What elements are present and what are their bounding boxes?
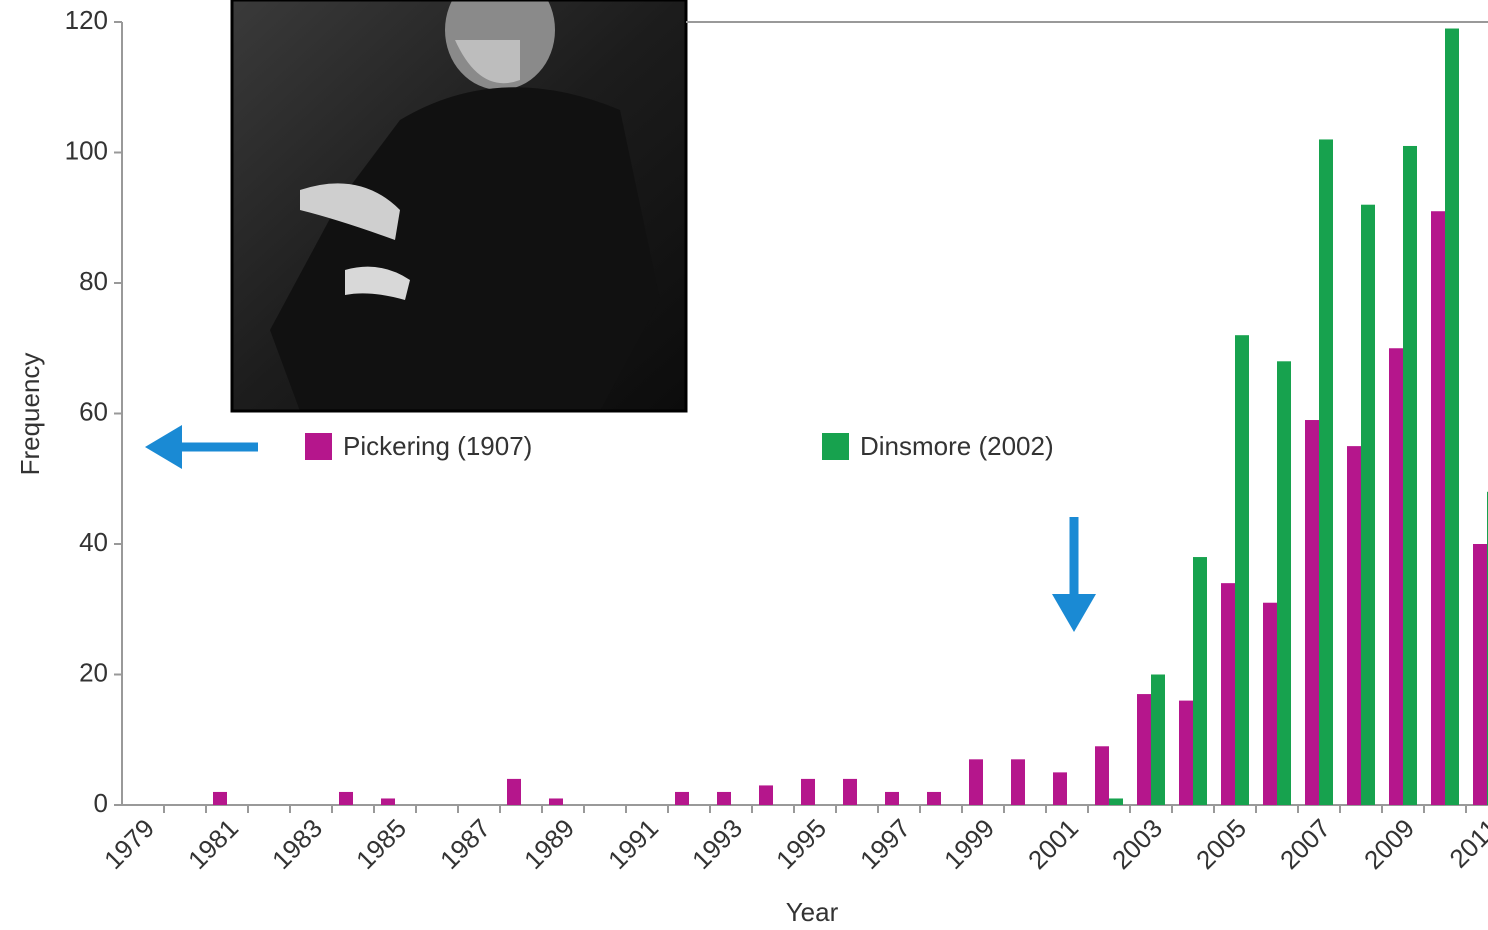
- bar: [675, 792, 689, 805]
- bar: [1263, 603, 1277, 805]
- bar: [1361, 205, 1375, 805]
- x-tick-label: 2003: [1106, 813, 1168, 875]
- bar: [1179, 701, 1193, 805]
- bar: [1235, 335, 1249, 805]
- x-tick-label: 2011: [1443, 813, 1488, 874]
- bar: [1305, 420, 1319, 805]
- legend-swatch: [305, 433, 332, 460]
- y-tick-label: 20: [79, 657, 108, 687]
- bar: [927, 792, 941, 805]
- legend-label: Dinsmore (2002): [860, 431, 1054, 461]
- bar: [213, 792, 227, 805]
- x-tick-label: 1989: [518, 813, 580, 875]
- page: {"chart_data": { "type": "bar", "x_label…: [0, 0, 1488, 930]
- legend-swatch: [822, 433, 849, 460]
- bar: [1221, 583, 1235, 805]
- legend-label: Pickering (1907): [343, 431, 532, 461]
- bar: [1389, 348, 1403, 805]
- bar: [1109, 798, 1123, 805]
- x-tick-label: 1979: [98, 813, 160, 875]
- y-tick-label: 120: [65, 5, 108, 35]
- x-axis-title: Year: [786, 897, 839, 927]
- bar: [1431, 211, 1445, 805]
- y-tick-label: 60: [79, 396, 108, 426]
- x-tick-label: 1995: [770, 813, 832, 875]
- y-tick-label: 40: [79, 527, 108, 557]
- x-tick-label: 1999: [938, 813, 1000, 875]
- bar: [885, 792, 899, 805]
- x-tick-label: 2007: [1274, 813, 1336, 875]
- bar: [1151, 675, 1165, 806]
- bar: [1193, 557, 1207, 805]
- bar: [1011, 759, 1025, 805]
- y-tick-label: 80: [79, 266, 108, 296]
- bar: [1277, 361, 1291, 805]
- x-tick-label: 1991: [602, 813, 664, 875]
- bar: [1095, 746, 1109, 805]
- bar: [1403, 146, 1417, 805]
- bar: [1445, 29, 1459, 805]
- bar: [381, 798, 395, 805]
- bar: [969, 759, 983, 805]
- x-tick-label: 1997: [854, 813, 916, 875]
- x-tick-label: 1993: [686, 813, 748, 875]
- bar: [801, 779, 815, 805]
- portrait-photo: [232, 0, 686, 411]
- bar: [507, 779, 521, 805]
- left-arrow: [145, 425, 258, 469]
- x-tick-label: 2001: [1022, 813, 1084, 875]
- x-tick-label: 1985: [350, 813, 412, 875]
- bar: [1319, 139, 1333, 805]
- bar: [843, 779, 857, 805]
- bar: [549, 798, 563, 805]
- bar: [717, 792, 731, 805]
- x-tick-label: 2009: [1358, 813, 1420, 875]
- x-tick-label: 1981: [182, 813, 244, 875]
- chart: Year Frequency 0 20 40 60 80 100 120 1979 1981 19…: [0, 0, 1488, 930]
- bar: [339, 792, 353, 805]
- x-tick-label: 1987: [434, 813, 496, 875]
- y-axis-title: Frequency: [15, 353, 45, 476]
- x-tick-label: 2005: [1190, 813, 1252, 875]
- bar: [1137, 694, 1151, 805]
- bar: [1473, 544, 1487, 805]
- x-tick-label: 1983: [266, 813, 328, 875]
- y-tick-label: 0: [94, 788, 108, 818]
- y-tick-label: 100: [65, 135, 108, 165]
- down-arrow: [1052, 517, 1096, 632]
- bar: [1053, 772, 1067, 805]
- bar: [1347, 446, 1361, 805]
- bar: [759, 785, 773, 805]
